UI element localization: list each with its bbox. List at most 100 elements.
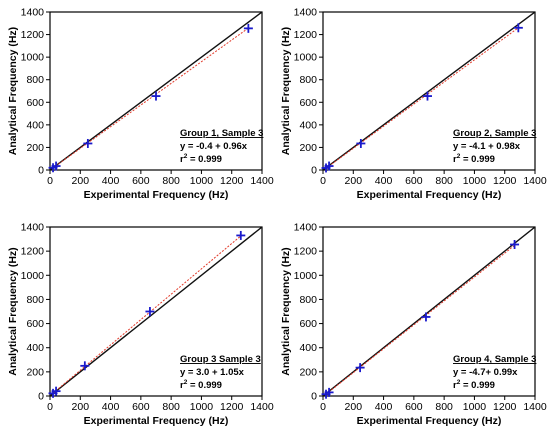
y-tick-label: 600 [26, 318, 44, 330]
x-tick-label: 1000 [190, 401, 214, 413]
y-tick-label: 200 [26, 366, 44, 378]
x-tick-label: 1200 [220, 401, 244, 413]
y-tick-label: 600 [26, 97, 44, 109]
chart-panel-2: 0 200 400 600 800 1000 1200 1400 0 200 400 600 800 10… [280, 7, 547, 202]
x-axis-label: Experimental Frequency (Hz) [357, 415, 502, 427]
y-tick-label: 400 [299, 119, 317, 131]
data-point [422, 91, 432, 101]
y-tick-label: 200 [299, 366, 317, 378]
annotation-title: Group 2, Sample 3 [453, 128, 536, 139]
data-point [513, 23, 523, 33]
x-tick-label: 1000 [190, 175, 214, 187]
x-axis-label: Experimental Frequency (Hz) [84, 415, 229, 427]
y-axis-label: Analytical Frequency (Hz) [280, 27, 292, 155]
x-tick-label: 400 [102, 401, 120, 413]
y-tick-label: 600 [299, 97, 317, 109]
y-tick-label: 1200 [21, 29, 45, 41]
plot-frame [49, 11, 263, 171]
x-tick-label: 0 [47, 175, 53, 187]
data-point [51, 386, 61, 396]
x-tick-label: 1200 [493, 175, 517, 187]
annotation-r2: r2 = 0.999 [453, 153, 495, 165]
fit-line [52, 27, 249, 169]
y-tick-label: 1000 [21, 52, 45, 64]
y-tick-label: 800 [299, 294, 317, 306]
plot-frame [322, 226, 536, 397]
annotation-r2-value: = 0.999 [187, 380, 222, 391]
x-tick-label: 600 [405, 401, 423, 413]
y-tick-label: 400 [26, 342, 44, 354]
x-tick-label: 0 [320, 175, 326, 187]
fit-line [325, 244, 515, 395]
annotation-equation: y = -4.7+ 0.99x [453, 367, 518, 378]
x-tick-label: 1400 [523, 175, 547, 187]
y-tick-label: 0 [311, 165, 317, 177]
y-tick-label: 1400 [21, 7, 45, 19]
data-point [151, 91, 161, 101]
annotation-equation: y = -4.1 + 0.98x [453, 141, 521, 152]
x-axis-label: Experimental Frequency (Hz) [84, 189, 229, 201]
annotation-r2-sup: 2 [184, 153, 188, 160]
y-tick-label: 800 [26, 74, 44, 86]
plot-frame [49, 226, 263, 397]
fit-line [52, 235, 242, 394]
data-point [324, 387, 334, 397]
y-axis-label: Analytical Frequency (Hz) [7, 27, 19, 155]
chart-panel-3: 0 200 400 600 800 1000 1200 1400 0 200 400 600 800 10… [7, 222, 274, 428]
data-point [324, 161, 334, 171]
annotation-r2-prefix: r [180, 154, 184, 165]
annotation-title: Group 4, Sample 3 [453, 354, 536, 365]
annotation-title: Group 1, Sample 3 [180, 128, 263, 139]
x-tick-label: 600 [132, 401, 150, 413]
y-tick-label: 400 [299, 342, 317, 354]
x-tick-label: 200 [72, 175, 90, 187]
annotation-r2-prefix: r [453, 154, 457, 165]
x-tick-label: 600 [405, 175, 423, 187]
data-point [83, 138, 93, 148]
data-point [510, 240, 520, 250]
annotation-r2-sup: 2 [457, 153, 461, 160]
x-tick-label: 800 [162, 175, 180, 187]
x-tick-label: 400 [102, 175, 120, 187]
y-tick-label: 1000 [294, 270, 318, 282]
annotation-r2-prefix: r [180, 380, 184, 391]
x-tick-label: 200 [345, 401, 363, 413]
annotation-r2: r2 = 0.999 [180, 379, 222, 391]
x-tick-label: 1200 [493, 401, 517, 413]
y-tick-label: 600 [299, 318, 317, 330]
x-tick-label: 200 [345, 175, 363, 187]
x-tick-label: 800 [435, 175, 453, 187]
data-point [51, 161, 61, 171]
annotation-r2-sup: 2 [184, 379, 188, 386]
y-axis-label: Analytical Frequency (Hz) [280, 247, 292, 375]
annotation-r2: r2 = 0.999 [453, 379, 495, 391]
y-tick-label: 1400 [294, 7, 318, 19]
data-point [421, 312, 431, 322]
data-point [80, 361, 90, 371]
x-axis-label: Experimental Frequency (Hz) [357, 189, 502, 201]
x-tick-label: 600 [132, 175, 150, 187]
y-tick-label: 1200 [294, 29, 318, 41]
y-tick-label: 0 [311, 391, 317, 403]
annotation-r2: r2 = 0.999 [180, 153, 222, 165]
x-tick-label: 1200 [220, 175, 244, 187]
annotation-equation: y = -0.4 + 0.96x [180, 141, 248, 152]
chart-panel-1: 0 200 400 600 800 1000 1200 1400 0 200 400 600 800 10… [7, 7, 274, 202]
annotation-title: Group 3 Sample 3 [180, 354, 261, 365]
x-tick-label: 0 [320, 401, 326, 413]
x-tick-label: 400 [375, 175, 393, 187]
y-axis-label: Analytical Frequency (Hz) [7, 247, 19, 375]
annotation-r2-value: = 0.999 [460, 154, 495, 165]
annotation-r2-value: = 0.999 [187, 154, 222, 165]
data-point [145, 307, 155, 316]
annotation-r2-value: = 0.999 [460, 380, 495, 391]
annotation-equation: y = 3.0 + 1.05x [180, 367, 245, 378]
y-tick-label: 800 [26, 294, 44, 306]
x-tick-label: 1000 [463, 175, 487, 187]
x-tick-label: 1400 [250, 175, 274, 187]
y-tick-label: 800 [299, 74, 317, 86]
annotation-r2-prefix: r [453, 380, 457, 391]
annotation-r2-sup: 2 [457, 379, 461, 386]
x-tick-label: 200 [72, 401, 90, 413]
